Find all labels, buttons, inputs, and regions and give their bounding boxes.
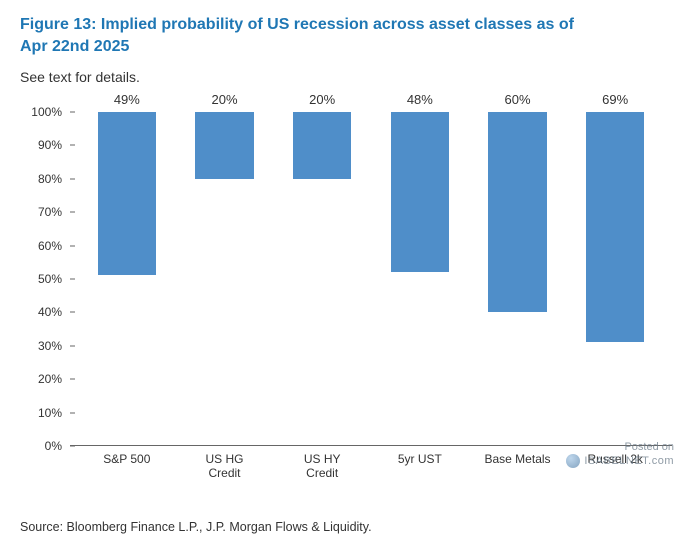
y-tick-label: 40% — [20, 305, 62, 319]
bars-container: 49% 20% 20% 48% 60% 69% — [70, 112, 672, 445]
y-tick-label: 90% — [20, 138, 62, 152]
plot-area: 49% 20% 20% 48% 60% 69% — [70, 112, 672, 446]
y-tick-mark — [70, 345, 75, 346]
chart-title: Figure 13: Implied probability of US rec… — [0, 0, 600, 61]
y-tick-label: 60% — [20, 239, 62, 253]
y-tick-label: 0% — [20, 439, 62, 453]
bar: 48% — [391, 112, 450, 272]
y-tick-label: 70% — [20, 205, 62, 219]
chart-area: 49% 20% 20% 48% 60% 69% S&P 500US HGCreditUS … — [20, 104, 680, 490]
y-tick-mark — [70, 245, 75, 246]
y-tick-label: 20% — [20, 372, 62, 386]
y-tick-mark — [70, 412, 75, 413]
bar-value-label: 20% — [309, 92, 335, 107]
bar-column: 60% — [469, 112, 567, 445]
y-tick-mark — [70, 312, 75, 313]
y-tick-label: 50% — [20, 272, 62, 286]
bar: 49% — [98, 112, 157, 275]
x-tick-label: US HYCredit — [273, 448, 371, 490]
y-tick-label: 80% — [20, 172, 62, 186]
y-tick-mark — [70, 212, 75, 213]
bar-column: 49% — [78, 112, 176, 445]
bar-column: 20% — [273, 112, 371, 445]
y-tick-mark — [70, 446, 75, 447]
bar: 20% — [195, 112, 254, 179]
bar: 69% — [586, 112, 645, 342]
bar-value-label: 60% — [505, 92, 531, 107]
bar-column: 69% — [566, 112, 664, 445]
x-tick-label: 5yr UST — [371, 448, 469, 490]
source-text: Source: Bloomberg Finance L.P., J.P. Mor… — [20, 520, 372, 534]
y-tick-mark — [70, 145, 75, 146]
bar: 20% — [293, 112, 352, 179]
y-tick-label: 30% — [20, 339, 62, 353]
x-tick-label: Base Metals — [469, 448, 567, 490]
bar: 60% — [488, 112, 547, 312]
y-tick-mark — [70, 279, 75, 280]
y-tick-mark — [70, 178, 75, 179]
x-axis-labels: S&P 500US HGCreditUS HYCredit5yr USTBase… — [70, 448, 672, 490]
x-tick-label: US HGCredit — [176, 448, 274, 490]
x-tick-label: S&P 500 — [78, 448, 176, 490]
bar-value-label: 48% — [407, 92, 433, 107]
bar-column: 48% — [371, 112, 469, 445]
bar-column: 20% — [176, 112, 274, 445]
bar-value-label: 20% — [211, 92, 237, 107]
bar-value-label: 49% — [114, 92, 140, 107]
bar-value-label: 69% — [602, 92, 628, 107]
x-tick-label: Russell 2k — [566, 448, 664, 490]
y-tick-mark — [70, 112, 75, 113]
y-tick-label: 100% — [20, 105, 62, 119]
y-tick-mark — [70, 379, 75, 380]
chart-subtitle: See text for details. — [0, 61, 700, 87]
y-tick-label: 10% — [20, 406, 62, 420]
